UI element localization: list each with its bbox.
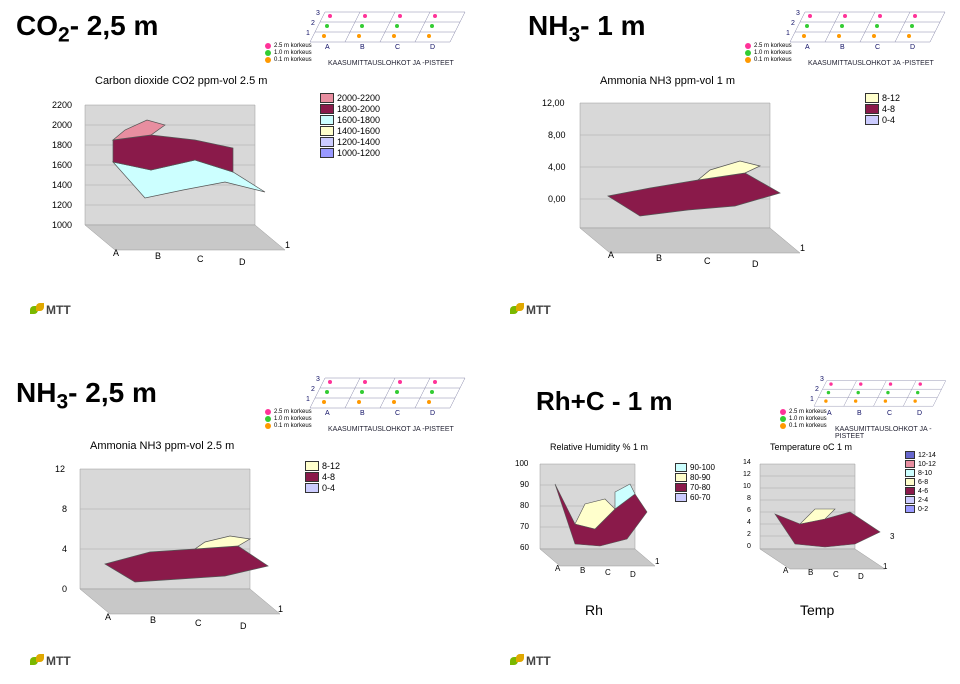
mtt-logo: MTT (30, 303, 71, 317)
mtt-logo: MTT (30, 654, 71, 668)
mtt-logo: MTT (510, 654, 551, 668)
nh3-1m-chart-title: Ammonia NH3 ppm-vol 1 m (600, 75, 735, 87)
temp-legend: 12-14 10-12 8-10 6-8 4-6 2-4 0-2 (905, 450, 936, 514)
nh3-1m-grid-caption: KAASUMITTAUSLOHKOT JA -PISTEET (808, 60, 934, 67)
co2-legend: 2000-2200 1800-2000 1600-1800 1400-1600 … (320, 92, 380, 159)
temp-surface-chart: 14 12 10 8 6 4 2 0 A B C D 1 3 (735, 454, 895, 579)
co2-surface-chart: 2200 2000 1800 1600 1400 1200 1000 A B C… (55, 90, 305, 260)
co2-meas-key: 2.5 m korkeus 1.0 m korkeus 0.1 m korkeu… (265, 42, 312, 64)
rh-footer: Rh (585, 602, 603, 618)
temp-chart-title: Temperature oC 1 m (770, 442, 852, 452)
temp-footer: Temp (800, 602, 834, 618)
nh3-25m-meas-key: 2.5 m korkeus 1.0 m korkeus 0.1 m korkeu… (265, 408, 312, 430)
nh3-25m-surface-chart: 12 8 4 0 A B C D 1 (50, 454, 290, 629)
co2-chart-title: Carbon dioxide CO2 ppm-vol 2.5 m (95, 75, 267, 87)
rh-surface-chart: 100 90 80 70 60 A B C D 1 (515, 454, 665, 579)
rhc-grid-caption: KAASUMITTAUSLOHKOT JA -PISTEET (835, 426, 960, 440)
nh3-25m-legend: 8-12 4-8 0-4 (305, 460, 340, 494)
nh3-1m-title: NH3- 1 m (528, 10, 646, 48)
rh-chart-title: Relative Humidity % 1 m (550, 442, 648, 452)
co2-grid-caption: KAASUMITTAUSLOHKOT JA -PISTEET (328, 60, 454, 67)
nh3-25m-chart-title: Ammonia NH3 ppm-vol 2.5 m (90, 440, 234, 452)
nh3-1m-legend: 8-12 4-8 0-4 (865, 92, 900, 126)
nh3-25m-title: NH3- 2,5 m (16, 377, 157, 415)
rh-legend: 90-100 80-90 70-80 60-70 (675, 462, 715, 503)
nh3-1m-meas-key: 2.5 m korkeus 1.0 m korkeus 0.1 m korkeu… (745, 42, 792, 64)
rhc-title: Rh+C - 1 m (536, 386, 673, 417)
mtt-logo: MTT (510, 303, 551, 317)
co2-title: CO2- 2,5 m (16, 10, 158, 48)
nh3-25m-grid-caption: KAASUMITTAUSLOHKOT JA -PISTEET (328, 426, 454, 433)
nh3-1m-surface-chart: 12,00 8,00 4,00 0,00 A B C D 1 (540, 88, 820, 268)
rhc-meas-key: 2.5 m korkeus 1.0 m korkeus 0.1 m korkeu… (780, 408, 827, 430)
